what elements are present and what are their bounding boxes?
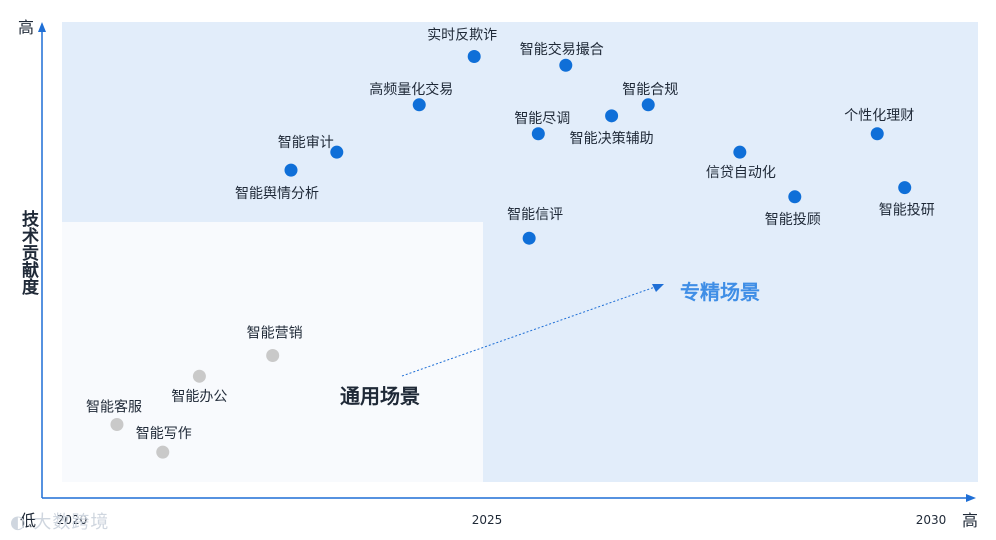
y-axis-high-label: 高 (18, 18, 34, 37)
specialized-region-top (62, 22, 978, 222)
x-tick-2030: 2030 (916, 513, 947, 527)
point-label-个性化理财: 个性化理财 (844, 108, 914, 124)
origin-low-label: 低 (20, 511, 36, 530)
point-个性化理财 (870, 127, 884, 141)
point-智能投研 (898, 181, 912, 195)
y-axis-title: 技术贡献度 (18, 209, 39, 296)
point-高频量化交易 (412, 98, 426, 112)
point-智能交易撮合 (559, 58, 573, 72)
x-tick-2025: 2025 (472, 513, 503, 527)
point-智能信评 (522, 231, 536, 245)
point-label-智能客服: 智能客服 (86, 399, 142, 416)
point-智能舆情分析 (284, 163, 298, 177)
point-智能尽调 (531, 127, 545, 141)
point-label-智能合规: 智能合规 (622, 82, 678, 98)
point-信贷自动化 (733, 145, 747, 159)
specialized-region-right (483, 222, 978, 482)
point-label-智能信评: 智能信评 (507, 207, 563, 223)
point-智能客服 (110, 418, 124, 431)
x-tick-2020: 2020 (57, 513, 88, 527)
point-智能合规 (641, 98, 655, 112)
point-label-高频量化交易: 高频量化交易 (369, 81, 453, 98)
point-智能审计 (330, 145, 344, 159)
y-axis-arrow (38, 22, 46, 32)
specialized-scene-label: 专精场景 (680, 280, 760, 304)
point-label-信贷自动化: 信贷自动化 (706, 165, 776, 181)
point-智能写作 (156, 445, 170, 459)
point-label-智能交易撮合: 智能交易撮合 (520, 41, 604, 58)
x-axis-high-label: 高 (962, 511, 978, 530)
point-label-智能舆情分析: 智能舆情分析 (235, 186, 319, 202)
point-label-智能审计: 智能审计 (278, 135, 334, 151)
point-智能营销 (266, 349, 280, 362)
point-智能投顾 (788, 190, 802, 204)
point-label-智能投研: 智能投研 (879, 203, 935, 219)
point-label-智能办公: 智能办公 (171, 389, 227, 405)
x-axis-arrow (966, 494, 976, 502)
point-label-实时反欺诈: 实时反欺诈 (427, 28, 497, 44)
point-label-智能投顾: 智能投顾 (765, 212, 821, 228)
point-label-智能写作: 智能写作 (136, 426, 192, 442)
trend-arrow-head (652, 284, 664, 292)
point-智能办公 (192, 369, 206, 383)
point-label-智能决策辅助: 智能决策辅助 (570, 130, 654, 147)
point-label-智能营销: 智能营销 (247, 326, 303, 342)
general-scene-label: 通用场景 (340, 384, 420, 408)
point-实时反欺诈 (467, 50, 481, 63)
watermark-logo: ◐ 大数跨境 (10, 512, 110, 533)
trend-arrow-line (401, 286, 656, 377)
point-智能决策辅助 (605, 109, 619, 123)
point-label-智能尽调: 智能尽调 (514, 111, 570, 127)
